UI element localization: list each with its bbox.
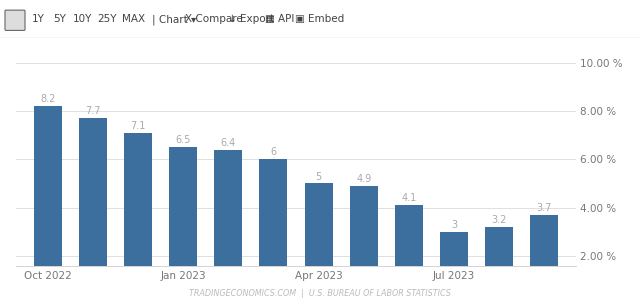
Text: 5Y: 5Y [53,14,66,24]
Text: ▣ Embed: ▣ Embed [295,14,344,24]
Text: X Compare: X Compare [185,14,243,24]
Text: ↓ Export: ↓ Export [228,14,274,24]
Text: 8.2: 8.2 [40,94,55,104]
Bar [395,205,423,300]
Bar [259,159,287,300]
Bar [124,133,152,300]
Text: 6.5: 6.5 [175,135,191,145]
Text: 3: 3 [451,220,457,230]
Text: 6.4: 6.4 [221,138,236,148]
Text: 4.1: 4.1 [401,193,417,203]
Text: 7.1: 7.1 [131,121,146,131]
Text: 5: 5 [316,172,322,182]
Text: 4.9: 4.9 [356,174,371,184]
Text: 10Y: 10Y [73,14,92,24]
Text: MAX: MAX [122,14,145,24]
Text: 6: 6 [270,147,276,158]
Text: 3.7: 3.7 [537,203,552,213]
Bar [79,118,107,300]
Bar [305,184,333,300]
Bar [531,215,558,300]
Bar [485,227,513,300]
Text: TRADINGECONOMICS.COM  |  U.S. BUREAU OF LABOR STATISTICS: TRADINGECONOMICS.COM | U.S. BUREAU OF LA… [189,290,451,298]
FancyBboxPatch shape [5,10,25,30]
Bar [440,232,468,300]
Text: 7.7: 7.7 [85,106,100,116]
Text: | Chart ▾: | Chart ▾ [152,14,196,25]
Text: 3.2: 3.2 [492,215,507,225]
Bar [34,106,61,300]
Bar [169,147,197,300]
Bar [349,186,378,300]
Text: 1Y: 1Y [32,14,45,24]
Text: 25Y: 25Y [97,14,116,24]
Text: ▦ API: ▦ API [265,14,294,24]
Bar [214,150,243,300]
